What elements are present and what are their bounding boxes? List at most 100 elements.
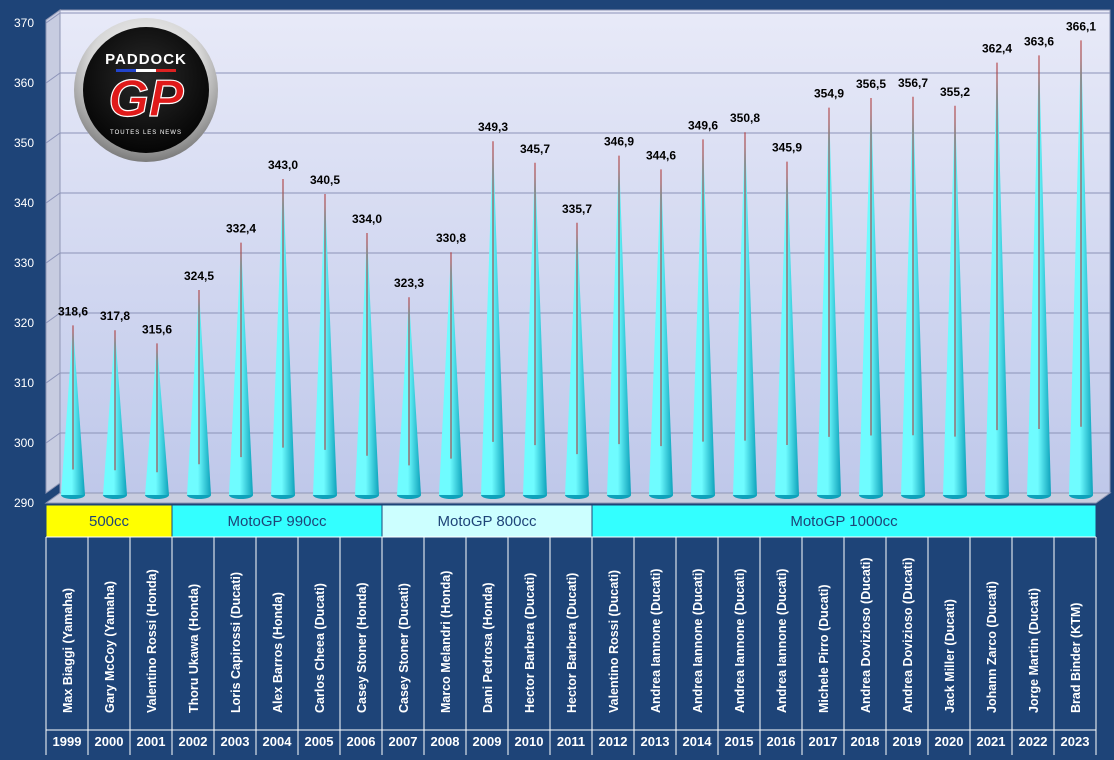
gridline-side <box>45 432 61 444</box>
y-tick-label: 330 <box>14 256 34 270</box>
year-label: 2020 <box>935 734 964 749</box>
value-label: 317,8 <box>100 309 130 323</box>
bar-2020 <box>943 105 967 499</box>
bar-2021 <box>985 62 1009 499</box>
year-label: 2023 <box>1061 734 1090 749</box>
bar-2019 <box>901 96 925 499</box>
value-label: 363,6 <box>1024 34 1054 48</box>
rider-label: Dani Pedrosa (Honda) <box>481 582 495 713</box>
group-band <box>381 504 593 538</box>
year-label: 2013 <box>641 734 670 749</box>
bar-2013 <box>649 169 673 499</box>
year-label: 2007 <box>389 734 418 749</box>
value-label: 315,6 <box>142 322 172 336</box>
rider-label: Jorge Martin (Ducati) <box>1027 588 1041 713</box>
y-tick-label: 370 <box>14 16 34 30</box>
year-label: 2011 <box>557 734 585 749</box>
year-label: 2001 <box>137 734 166 749</box>
group-label: 500cc <box>89 513 130 530</box>
year-label: 2008 <box>431 734 460 749</box>
gridline-side <box>45 132 61 144</box>
value-label: 362,4 <box>982 42 1012 56</box>
bar-2004 <box>271 179 295 499</box>
rider-label: Alex Barros (Honda) <box>271 592 285 713</box>
rider-label: Andrea Dovizioso (Ducati) <box>859 557 873 713</box>
rider-label: Gary McCoy (Yamaha) <box>103 581 117 713</box>
y-tick-label: 300 <box>14 436 34 450</box>
bar-2022 <box>1027 55 1051 499</box>
plot-side-wall <box>45 9 61 494</box>
value-label: 346,9 <box>604 135 634 149</box>
bar-2006 <box>355 233 379 499</box>
value-label: 355,2 <box>940 85 970 99</box>
bar-2002 <box>187 290 211 499</box>
year-label: 2010 <box>515 734 544 749</box>
group-band <box>591 504 1097 538</box>
gridline-side <box>45 192 61 204</box>
rider-label: Andrea Iannone (Ducati) <box>733 569 747 713</box>
logo-mark: GP <box>108 70 183 128</box>
gridlines <box>45 12 1110 444</box>
rider-label: Andrea Iannone (Ducati) <box>691 569 705 713</box>
bar-2001 <box>145 343 169 499</box>
value-label: 334,0 <box>352 212 382 226</box>
value-label: 356,5 <box>856 77 886 91</box>
year-label: 2000 <box>95 734 124 749</box>
gridline-side <box>45 372 61 384</box>
rider-label: Thoru Ukawa (Honda) <box>187 584 201 713</box>
bar-2007 <box>397 297 421 499</box>
year-label: 2014 <box>683 734 713 749</box>
bar-2016 <box>775 161 799 499</box>
year-label: 2005 <box>305 734 334 749</box>
bar-2015 <box>733 132 757 499</box>
value-label: 335,7 <box>562 202 592 216</box>
value-label: 318,6 <box>58 304 88 318</box>
bar-2011 <box>565 222 589 499</box>
year-label: 2009 <box>473 734 502 749</box>
year-labels: 1999 2000 2001 2002 2003 2004 2005 2006 2007 2008… <box>53 734 1090 749</box>
category-groups: 500cc MotoGP 990cc MotoGP 800cc MotoGP 1000… <box>45 504 1097 538</box>
gridline-side <box>45 252 61 264</box>
year-label: 2004 <box>263 734 293 749</box>
rider-label: Carlos Cheea (Ducati) <box>313 583 327 713</box>
bar-2008 <box>439 252 463 499</box>
bar-2018 <box>859 98 883 499</box>
group-label: MotoGP 1000cc <box>790 513 898 530</box>
y-tick-label: 290 <box>14 496 34 510</box>
value-label: 366,1 <box>1066 19 1096 33</box>
year-label: 2006 <box>347 734 376 749</box>
gridline-side <box>45 72 61 84</box>
value-label: 343,0 <box>268 158 298 172</box>
rider-label: Andrea Dovizioso (Ducati) <box>901 557 915 713</box>
rider-label: Jack Miller (Ducati) <box>943 599 957 713</box>
rider-label: Andrea Iannone (Ducati) <box>775 569 789 713</box>
rider-label: Johann Zarco (Ducati) <box>985 581 999 713</box>
value-label: 349,3 <box>478 120 508 134</box>
rider-label: Max Biaggi (Yamaha) <box>61 588 75 713</box>
value-label: 345,7 <box>520 142 550 156</box>
year-label: 2019 <box>893 734 922 749</box>
rider-labels: Max Biaggi (Yamaha) Gary McCoy (Yamaha) Va… <box>61 557 1083 713</box>
bar-2014 <box>691 139 715 499</box>
table-gridlines <box>45 536 1097 755</box>
year-label: 2021 <box>977 734 1006 749</box>
paddock-gp-logo: PADDOCK GP TOUTES LES NEWS <box>74 18 218 162</box>
rider-label: Casey Stoner (Honda) <box>355 582 369 713</box>
value-label: 340,5 <box>310 173 340 187</box>
group-label: MotoGP 800cc <box>438 513 537 530</box>
year-label: 2016 <box>767 734 796 749</box>
rider-label: Loris Capirossi (Ducati) <box>229 572 243 713</box>
gridline-side <box>45 312 61 324</box>
bars <box>61 40 1093 499</box>
rider-label: Marco Melandri (Honda) <box>439 571 453 713</box>
year-label: 2018 <box>851 734 880 749</box>
bar-2000 <box>103 330 127 499</box>
year-label: 2003 <box>221 734 250 749</box>
table-background <box>46 505 1096 755</box>
y-axis: 290 300 310 320 330 340 350 360 370 <box>14 16 34 510</box>
bar-1999 <box>61 325 85 499</box>
year-label: 2002 <box>179 734 208 749</box>
rider-label: Michele Pirro (Ducati) <box>817 585 831 714</box>
